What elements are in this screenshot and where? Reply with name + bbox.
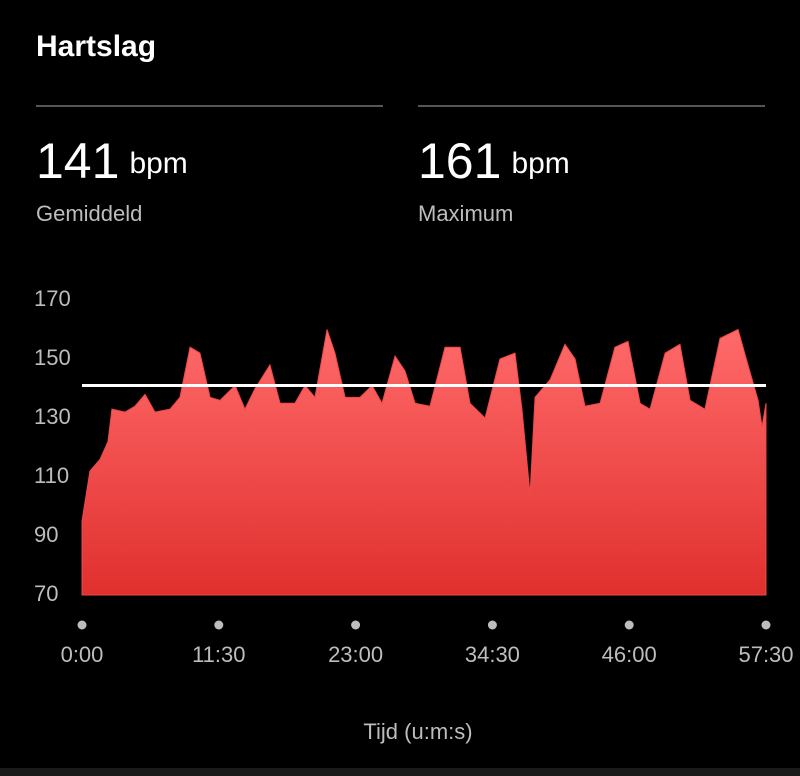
x-tick-label: 34:30	[465, 642, 520, 667]
x-tick-dot	[214, 620, 224, 630]
title: Hartslag	[36, 30, 156, 63]
x-tick-label: 57:30	[738, 642, 793, 667]
y-tick-label: 90	[34, 522, 58, 547]
stat-unit: bpm	[129, 147, 187, 180]
x-tick-dot	[761, 620, 771, 630]
area	[81, 328, 767, 596]
x-tick-dot	[487, 620, 497, 630]
stat-value: 141	[36, 133, 119, 189]
x-tick-label: 23:00	[328, 642, 383, 667]
stat-label: Gemiddeld	[36, 201, 142, 226]
x-tick-dot	[624, 620, 634, 630]
bottom-bar	[0, 768, 800, 776]
y-tick-label: 130	[34, 404, 71, 429]
x-tick-label: 0:00	[61, 642, 104, 667]
x-tick-dot	[77, 620, 87, 630]
stat-value-line: 161 bpm	[418, 133, 570, 189]
x-axis-label: Tijd (u:m:s)	[363, 719, 472, 744]
stat-value-line: 141 bpm	[36, 133, 188, 189]
x-tick-dot	[351, 620, 361, 630]
stat-value: 161	[418, 133, 501, 189]
x-tick-label: 11:30	[192, 642, 245, 667]
stat-label: Maximum	[418, 201, 513, 226]
y-tick-label: 170	[34, 286, 71, 311]
y-tick-label: 110	[34, 463, 69, 488]
stat-unit: bpm	[511, 147, 569, 180]
y-tick-label: 150	[34, 345, 71, 370]
x-tick-label: 46:00	[602, 642, 657, 667]
y-tick-label: 70	[34, 581, 58, 606]
